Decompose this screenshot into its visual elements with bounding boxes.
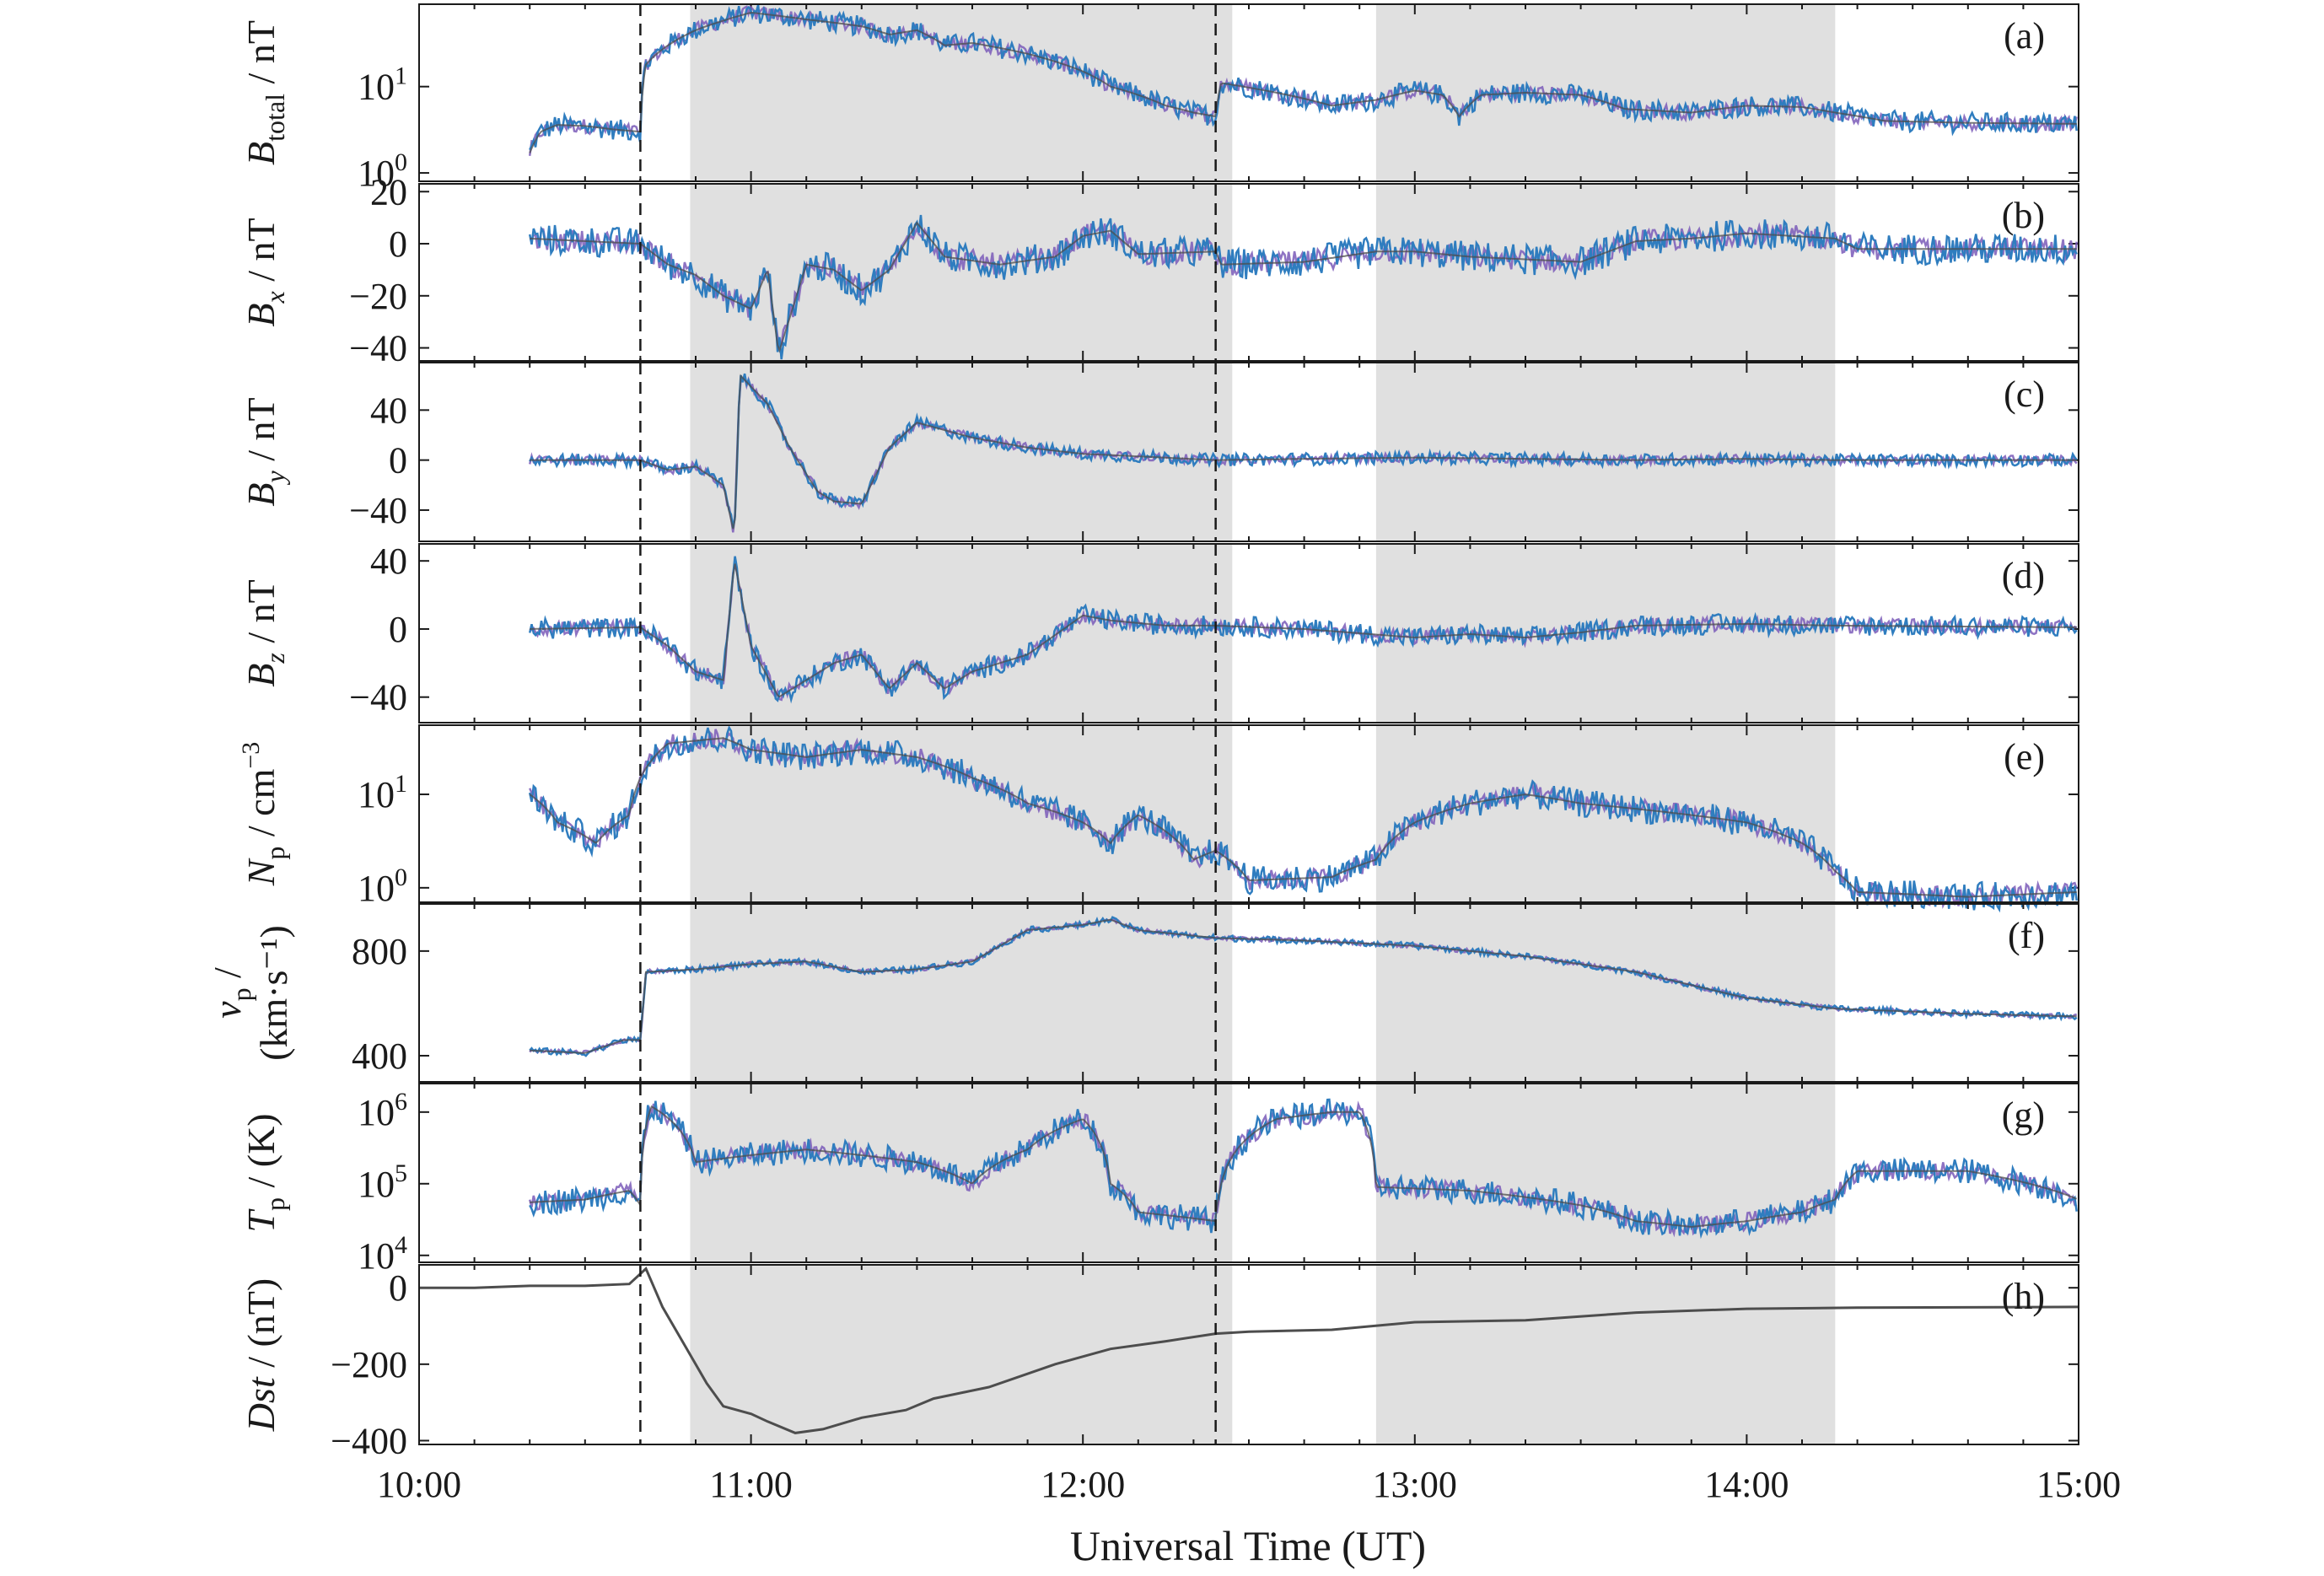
shaded-interval-1 <box>690 184 1233 361</box>
shaded-interval-1 <box>690 4 1233 181</box>
series-f <box>529 916 2078 1057</box>
y-tick-label: 0 <box>389 440 407 481</box>
y-axis-label: Np / cm−3 <box>237 742 290 887</box>
shaded-interval-2 <box>1375 1084 1836 1262</box>
panel-frame <box>418 903 2079 1083</box>
panel-g: 104 105 106 (g) Tp / (K) <box>239 1083 2079 1277</box>
shaded-interval-2 <box>1375 725 1836 902</box>
panel-d: −40 0 40 (d) Bz / nT <box>239 541 2079 723</box>
y-tick-label: −400 <box>331 1420 407 1461</box>
y-tick-label: 0 <box>389 609 407 650</box>
panel-frame <box>418 362 2079 542</box>
series-b <box>528 214 2078 360</box>
shaded-interval-2 <box>1375 1265 1836 1444</box>
panel-frame <box>418 724 2079 903</box>
y-tick-label: 104 <box>358 1231 407 1277</box>
panel-h: −400 −200 0 (h) Dst / (nT) <box>239 1264 2079 1461</box>
x-tick-label: 14:00 <box>1704 1464 1789 1505</box>
y-tick-label: 101 <box>358 770 407 815</box>
series-a <box>528 4 2078 156</box>
y-tick-label: 100 <box>358 863 407 909</box>
panel-label: (a) <box>2004 15 2045 56</box>
shaded-interval-2 <box>1375 184 1836 361</box>
y-tick-label: −40 <box>349 328 407 369</box>
shaded-interval-1 <box>690 544 1233 723</box>
panel-label: (h) <box>2002 1276 2045 1317</box>
x-axis: 10:00 11:00 12:00 13:00 14:00 15:00 <box>377 1464 2121 1505</box>
panel-label: (f) <box>2008 915 2045 956</box>
y-axis-label: Bz / nT <box>239 579 290 686</box>
trend-line <box>530 563 2077 698</box>
series-e <box>528 725 2078 913</box>
y-tick-label: 400 <box>352 1035 407 1077</box>
panel-label: (c) <box>2004 374 2045 415</box>
trend-line <box>529 12 2077 153</box>
y-axis-label: vp / <box>206 967 256 1019</box>
trend-line <box>530 221 2077 353</box>
x-tick-label: 12:00 <box>1041 1464 1125 1505</box>
y-tick-label: 105 <box>358 1159 407 1205</box>
series-h <box>419 1266 2079 1434</box>
shaded-interval-2 <box>1375 363 1836 541</box>
panel-label: (d) <box>2002 555 2045 596</box>
y-axis-label: Bx / nT <box>239 218 290 326</box>
panel-label: (g) <box>2002 1095 2045 1136</box>
panel-frame <box>418 1083 2079 1263</box>
y-tick-label: −200 <box>331 1344 407 1385</box>
trend-line <box>530 1105 2078 1229</box>
x-tick-label: 15:00 <box>2036 1464 2121 1505</box>
panel-c: −40 0 40 (c) By / nT <box>239 362 2079 542</box>
y-tick-label: 0 <box>389 1267 407 1309</box>
x-axis-title: Universal Time (UT) <box>1070 1522 1426 1569</box>
shaded-interval-1 <box>690 1265 1233 1444</box>
observed-series-line <box>529 373 2078 529</box>
y-tick-label: 40 <box>370 390 407 431</box>
panel-frame <box>418 543 2079 723</box>
y-axis-label: Tp / (K) <box>239 1113 290 1232</box>
panel-label: (b) <box>2002 195 2045 236</box>
series-d <box>528 556 2078 704</box>
shaded-interval-1 <box>690 363 1233 541</box>
series-line <box>419 1266 2079 1434</box>
trend-line <box>530 374 2077 530</box>
y-axis-label: Btotal / nT <box>239 20 290 165</box>
y-tick-label: 20 <box>370 171 407 212</box>
panel-frame <box>418 183 2079 362</box>
trend-line <box>529 737 2077 898</box>
series-c <box>528 373 2078 533</box>
panel-a: 100 101 (a) Btotal / nT <box>239 3 2079 194</box>
observed-series-line <box>529 1098 2078 1240</box>
x-tick-label: 11:00 <box>709 1464 793 1505</box>
y-axis-label-line2: (km·s⁻¹) <box>252 925 295 1061</box>
panel-e: 100 101 (e) Np / cm−3 <box>237 724 2079 913</box>
x-tick-label: 10:00 <box>377 1464 461 1505</box>
panel-f: 400 800 (f) vp / (km·s⁻¹) <box>206 903 2079 1083</box>
y-axis-label: By / nT <box>239 397 290 506</box>
shaded-interval-2 <box>1375 904 1836 1082</box>
trend-line <box>530 918 2077 1054</box>
y-tick-label: 0 <box>389 223 407 265</box>
x-tick-label: 13:00 <box>1373 1464 1457 1505</box>
series-g <box>528 1098 2078 1240</box>
y-axis-label: Dst / (nT) <box>239 1278 282 1432</box>
y-tick-label: 106 <box>358 1088 407 1133</box>
y-tick-label: 101 <box>358 62 407 108</box>
y-tick-label: −20 <box>349 276 407 317</box>
y-tick-label: −40 <box>349 677 407 718</box>
y-tick-label: −40 <box>349 490 407 531</box>
y-tick-label: 40 <box>370 541 407 582</box>
panel-b: −40 −20 0 20 (b) Bx / nT <box>239 171 2079 369</box>
y-tick-label: 100 <box>358 148 407 194</box>
panel-frame <box>418 3 2079 182</box>
panel-label: (e) <box>2004 736 2045 777</box>
y-tick-label: 800 <box>352 931 407 972</box>
panel-frame <box>418 1264 2079 1445</box>
shaded-interval-1 <box>690 904 1233 1082</box>
